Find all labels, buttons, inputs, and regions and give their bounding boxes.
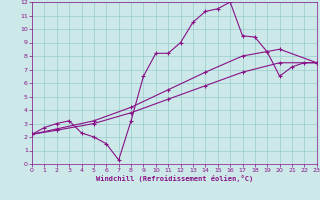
X-axis label: Windchill (Refroidissement éolien,°C): Windchill (Refroidissement éolien,°C)	[96, 175, 253, 182]
